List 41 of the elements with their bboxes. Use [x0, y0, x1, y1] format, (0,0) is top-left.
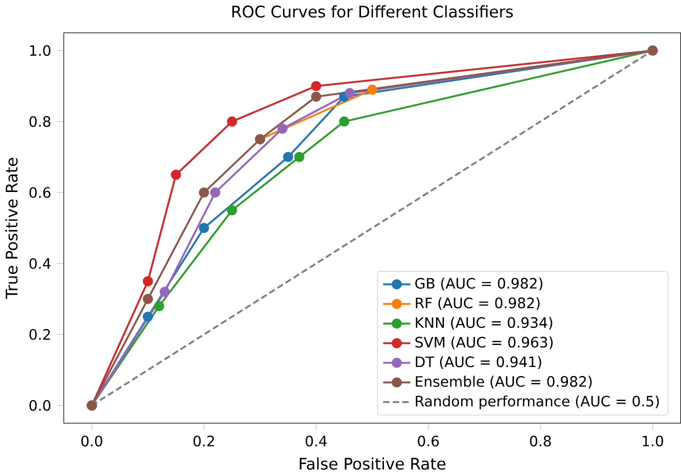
point — [294, 152, 304, 162]
legend-label: DT (AUC = 0.941) — [416, 356, 542, 369]
y-tick-label: 0.8 — [30, 116, 50, 127]
point — [283, 152, 294, 162]
point — [142, 312, 153, 322]
x-tick-label: 0.2 — [194, 436, 214, 446]
y-tick-label: 1.0 — [30, 45, 50, 56]
x-tick-label: 0.0 — [81, 436, 102, 446]
x-axis-title: False Positive Rate — [300, 457, 446, 470]
legend-label: RF (AUC = 0.982) — [416, 297, 540, 310]
y-tick-label: 0.6 — [30, 187, 50, 198]
point — [160, 286, 170, 297]
point — [210, 187, 220, 198]
y-tick-label: 0.0 — [30, 400, 50, 411]
legend-label: KNN (AUC = 0.934) — [416, 316, 552, 330]
x-tick-label: 0.4 — [306, 436, 327, 446]
point — [367, 84, 378, 95]
x-tick-label: 0.8 — [530, 436, 551, 446]
point — [277, 124, 288, 134]
point — [198, 187, 210, 198]
point — [344, 88, 355, 98]
point — [226, 205, 238, 216]
y-tick-label: 0.4 — [30, 258, 51, 269]
point — [170, 170, 182, 180]
x-tick-label: 0.6 — [418, 436, 439, 446]
legend-label: Ensemble (AUC = 0.982) — [416, 376, 592, 389]
point — [142, 276, 153, 286]
legend-label: SVM (AUC = 0.963) — [415, 336, 553, 350]
y-tick-label: 0.2 — [30, 329, 50, 340]
point — [311, 92, 322, 102]
point — [198, 222, 210, 234]
legend-label: Random performance (AUC = 0.5) — [416, 395, 659, 410]
point — [339, 116, 350, 127]
x-tick-label: 1.0 — [642, 436, 664, 446]
y-axis-title: True Positive Rate — [5, 158, 18, 299]
point — [142, 294, 153, 304]
legend-label: GB (AUC = 0.982) — [415, 278, 542, 290]
point — [154, 300, 164, 312]
point — [311, 80, 322, 92]
point — [226, 116, 238, 127]
chart-title: ROC Curves for Different Classifiers — [232, 5, 513, 18]
